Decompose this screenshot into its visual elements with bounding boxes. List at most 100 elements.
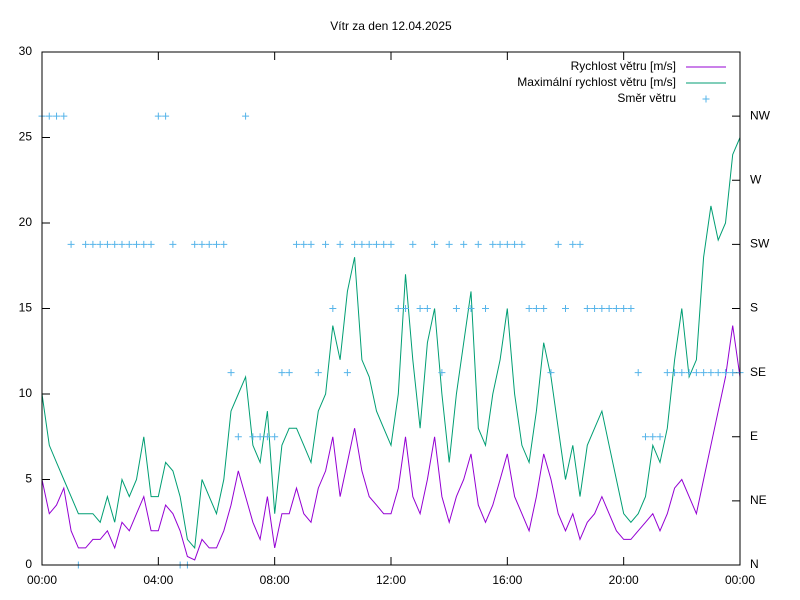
direction-point — [627, 305, 635, 312]
direction-point — [82, 240, 90, 248]
direction-point — [612, 305, 620, 312]
direction-point — [729, 369, 737, 377]
y-tick-label: 30 — [19, 44, 33, 58]
direction-point — [147, 240, 155, 248]
direction-point — [671, 369, 679, 377]
direction-point — [278, 369, 286, 377]
direction-point — [263, 433, 271, 441]
direction-point — [583, 305, 591, 312]
direction-point — [227, 369, 235, 377]
series-line — [41, 325, 741, 561]
direction-point — [467, 305, 475, 312]
direction-point — [205, 240, 213, 248]
direction-point — [365, 240, 373, 248]
direction-point — [60, 112, 68, 120]
direction-point — [358, 240, 366, 248]
direction-point — [641, 433, 649, 441]
direction-point — [154, 112, 162, 120]
direction-point — [540, 305, 548, 312]
direction-point — [343, 369, 351, 377]
series-line — [41, 137, 741, 550]
y-tick-label: 15 — [19, 301, 33, 315]
direction-point — [256, 433, 264, 441]
x-tick-label: 00:00 — [725, 573, 755, 587]
direction-point — [532, 305, 540, 312]
direction-point — [111, 240, 119, 248]
direction-point — [423, 305, 431, 312]
y2-tick-label: W — [750, 172, 762, 186]
y-tick-label: 0 — [25, 557, 32, 571]
direction-point — [445, 240, 453, 248]
direction-point — [700, 369, 708, 377]
direction-point — [307, 240, 315, 248]
direction-point — [169, 240, 177, 248]
direction-point — [409, 240, 417, 248]
direction-point — [234, 433, 242, 441]
plot-border — [41, 51, 741, 566]
direction-point — [336, 240, 344, 248]
direction-point — [285, 369, 293, 377]
y2-tick-label: SE — [750, 365, 766, 379]
direction-point — [314, 369, 322, 377]
direction-point — [721, 369, 729, 377]
y2-tick-label: S — [750, 301, 758, 315]
direction-point — [620, 305, 628, 312]
x-tick-label: 04:00 — [143, 573, 173, 587]
legend-label: Směr větru — [617, 91, 676, 105]
direction-point — [402, 305, 410, 312]
direction-point — [474, 240, 482, 248]
direction-point — [714, 369, 722, 377]
direction-point — [133, 240, 141, 248]
y2-tick-label: N — [750, 557, 759, 571]
direction-point — [249, 433, 257, 441]
direction-point — [605, 305, 613, 312]
direction-point — [634, 369, 642, 377]
direction-point — [162, 112, 170, 120]
direction-point — [125, 240, 133, 248]
direction-point — [554, 240, 562, 248]
legend-label: Rychlost větru [m/s] — [571, 59, 676, 73]
direction-point — [656, 433, 664, 441]
direction-point — [707, 369, 715, 377]
direction-point — [482, 305, 490, 312]
direction-point — [191, 240, 199, 248]
direction-point — [489, 240, 497, 248]
y2-tick-label: NE — [750, 493, 767, 507]
direction-point — [89, 240, 97, 248]
x-tick-label: 20:00 — [609, 573, 639, 587]
direction-point — [576, 240, 584, 248]
direction-point — [663, 369, 671, 377]
x-tick-label: 00:00 — [27, 573, 57, 587]
direction-point — [351, 240, 359, 248]
y-tick-label: 25 — [19, 130, 33, 144]
direction-point — [271, 433, 279, 441]
direction-point — [292, 240, 300, 248]
direction-point — [53, 112, 61, 120]
direction-point — [678, 369, 686, 377]
direction-point — [380, 240, 388, 248]
direction-point — [438, 369, 446, 377]
direction-point — [140, 240, 148, 248]
legend-label: Maximální rychlost větru [m/s] — [517, 75, 676, 89]
direction-point — [562, 305, 569, 312]
x-tick-label: 12:00 — [376, 573, 406, 587]
y-tick-label: 20 — [19, 215, 33, 229]
direction-point — [547, 369, 555, 377]
direction-point — [103, 240, 111, 248]
y2-tick-label: E — [750, 429, 758, 443]
direction-point — [45, 112, 53, 120]
direction-point — [220, 240, 228, 248]
direction-point — [518, 240, 526, 248]
direction-point — [416, 305, 424, 312]
y-tick-label: 10 — [19, 386, 33, 400]
direction-point — [300, 240, 308, 248]
direction-point — [118, 240, 126, 248]
y-tick-label: 5 — [25, 472, 32, 486]
direction-point — [387, 240, 395, 248]
direction-point — [503, 240, 511, 248]
direction-point — [322, 240, 330, 248]
direction-point — [372, 240, 380, 248]
direction-point — [96, 240, 104, 248]
